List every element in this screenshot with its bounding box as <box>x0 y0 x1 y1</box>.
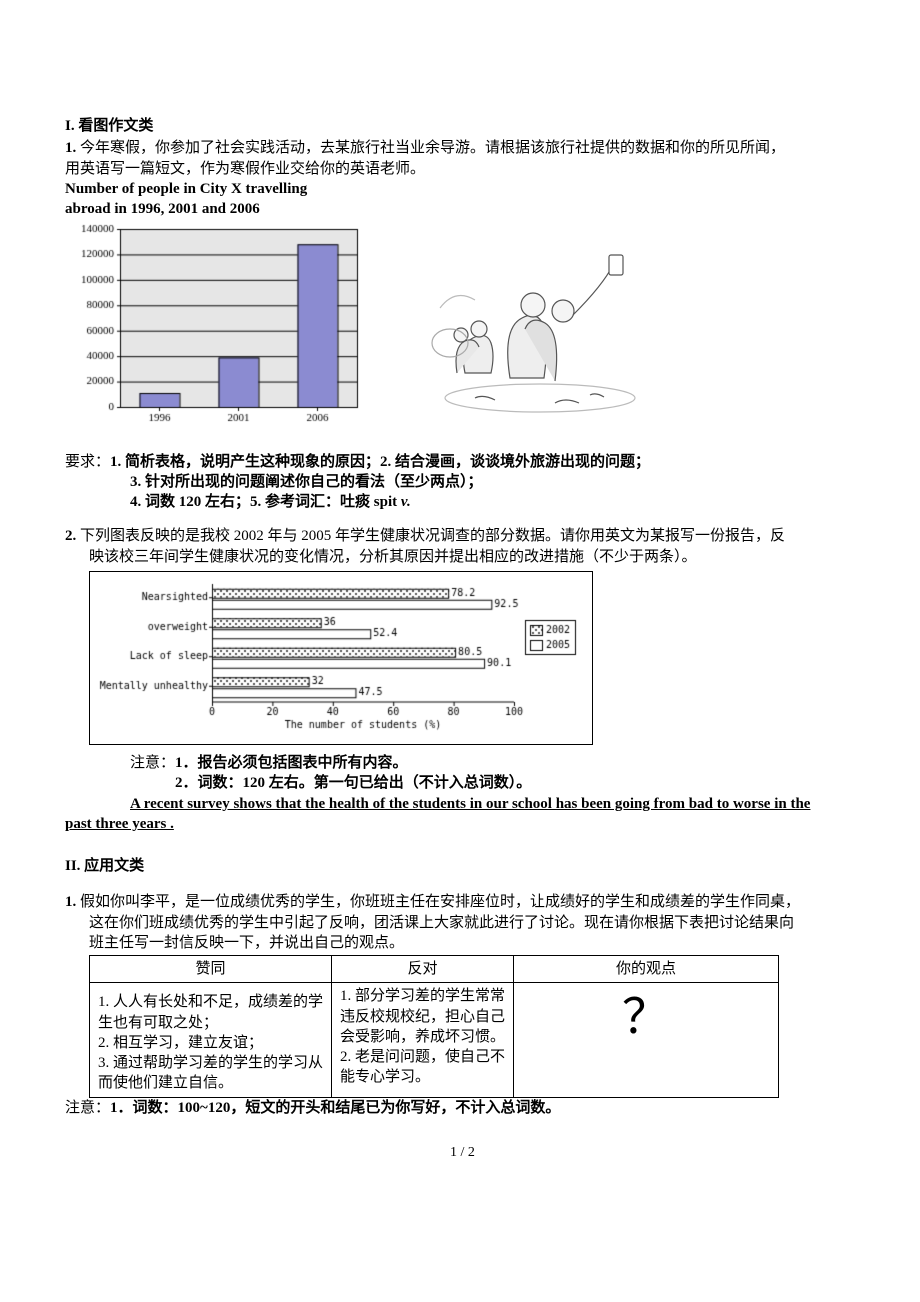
th-disagree: 反对 <box>332 956 514 983</box>
agree-3: 3. 通过帮助学习差的学生的学习从而使他们建立自信。 <box>98 1055 323 1091</box>
q2-given2: past three years . <box>65 814 860 834</box>
chart1-canvas <box>65 223 365 433</box>
th-agree: 赞同 <box>90 956 332 983</box>
chart1-title: Number of people in City X travelling ab… <box>65 179 860 220</box>
s2q1-number: 1. <box>65 894 76 910</box>
chart2-container <box>89 571 593 745</box>
chart1-container <box>65 223 365 439</box>
table-header-row: 赞同 反对 你的观点 <box>90 956 779 983</box>
chart-row <box>65 223 860 439</box>
page-footer: 1 / 2 <box>65 1144 860 1163</box>
given-l2: past three years . <box>65 816 174 832</box>
s2q1-notes: 注意：1．词数：100~120，短文的开头和结尾已为你写好，不计入总词数。 <box>65 1098 860 1118</box>
agree-2: 2. 相互学习，建立友谊； <box>98 1035 263 1051</box>
agree-1: 1. 人人有长处和不足，成绩差的学生也有可取之处； <box>98 994 323 1030</box>
q1-number: 1. <box>65 140 76 156</box>
req4: 4. 词数 120 左右； <box>130 494 250 510</box>
q2-note2: 2．词数：120 左右。第一句已给出（不计入总词数）。 <box>175 775 531 791</box>
chart1-title-l1: Number of people in City X travelling <box>65 181 307 197</box>
req2: 2. 结合漫画，谈谈境外旅游出现的问题； <box>380 454 650 470</box>
cartoon-illustration <box>405 233 655 423</box>
table-body-row: 1. 人人有长处和不足，成绩差的学生也有可取之处； 2. 相互学习，建立友谊； … <box>90 983 779 1097</box>
question-mark: ？ <box>522 986 770 1051</box>
chart1-title-l2: abroad in 1996, 2001 and 2006 <box>65 201 260 217</box>
req5: 5. 参考词汇：吐痰 spit <box>250 494 401 510</box>
th-yours: 你的观点 <box>514 956 779 983</box>
s2q1-prompt: 1. 假如你叫李平，是一位成绩优秀的学生，你班班主任在安排座位时，让成绩好的学生… <box>65 892 860 953</box>
q2-line1: 下列图表反映的是我校 2002 年与 2005 年学生健康状况调查的部分数据。请… <box>76 528 785 544</box>
chart2-canvas <box>94 578 584 736</box>
disagree-2: 2. 老是问问题，使自己不能专心学习。 <box>340 1049 505 1085</box>
note-label: 注意： <box>130 755 175 771</box>
section-1-heading: I. 看图作文类 <box>65 116 860 136</box>
s2q1-l1: 假如你叫李平，是一位成绩优秀的学生，你班班主任在安排座位时，让成绩好的学生和成绩… <box>76 894 800 910</box>
req5-pos: v. <box>401 494 411 510</box>
req-label: 要求： <box>65 454 110 470</box>
s2q1-l3: 班主任写一封信反映一下，并说出自己的观点。 <box>89 935 404 951</box>
q2-notes: 注意：1．报告必须包括图表中所有内容。 注意：2．词数：120 左右。第一句已给… <box>65 753 860 794</box>
q2-note1: 1．报告必须包括图表中所有内容。 <box>175 755 408 771</box>
td-agree: 1. 人人有长处和不足，成绩差的学生也有可取之处； 2. 相互学习，建立友谊； … <box>90 983 332 1097</box>
s2-note-label: 注意： <box>65 1100 110 1116</box>
q2-prompt: 2. 下列图表反映的是我校 2002 年与 2005 年学生健康状况调查的部分数… <box>65 526 860 567</box>
section-2-heading: II. 应用文类 <box>65 856 860 876</box>
req1: 1. 简析表格，说明产生这种现象的原因； <box>110 454 380 470</box>
given-l1: A recent survey shows that the health of… <box>130 796 810 812</box>
s2q1-note1: 1．词数：100~120，短文的开头和结尾已为你写好，不计入总词数。 <box>110 1100 560 1116</box>
td-disagree: 1. 部分学习差的学生常常违反校规校纪，担心自己会受影响，养成坏习惯。 2. 老… <box>332 983 514 1097</box>
q2-number: 2. <box>65 528 76 544</box>
cartoon-svg <box>405 233 655 423</box>
s2q1-l2: 这在你们班成绩优秀的学生中引起了反响，团活课上大家就此进行了讨论。现在请你根据下… <box>89 915 794 931</box>
q1-prompt: 1. 今年寒假，你参加了社会实践活动，去某旅行社当业余导游。请根据该旅行社提供的… <box>65 138 860 179</box>
disagree-1: 1. 部分学习差的学生常常违反校规校纪，担心自己会受影响，养成坏习惯。 <box>340 988 505 1045</box>
q1-requirements: 要求：1. 简析表格，说明产生这种现象的原因；2. 结合漫画，谈谈境外旅游出现的… <box>65 452 860 513</box>
q2-line2: 映该校三年间学生健康状况的变化情况，分析其原因并提出相应的改进措施（不少于两条）… <box>89 549 697 565</box>
q2-given: A recent survey shows that the health of… <box>65 794 860 814</box>
opinion-table: 赞同 反对 你的观点 1. 人人有长处和不足，成绩差的学生也有可取之处； 2. … <box>89 955 779 1098</box>
req3: 3. 针对所出现的问题阐述你自己的看法（至少两点）； <box>130 474 483 490</box>
td-yours: ？ <box>514 983 779 1097</box>
q1-line1: 今年寒假，你参加了社会实践活动，去某旅行社当业余导游。请根据该旅行社提供的数据和… <box>76 140 785 156</box>
q1-line2: 用英语写一篇短文，作为寒假作业交给你的英语老师。 <box>65 161 425 177</box>
